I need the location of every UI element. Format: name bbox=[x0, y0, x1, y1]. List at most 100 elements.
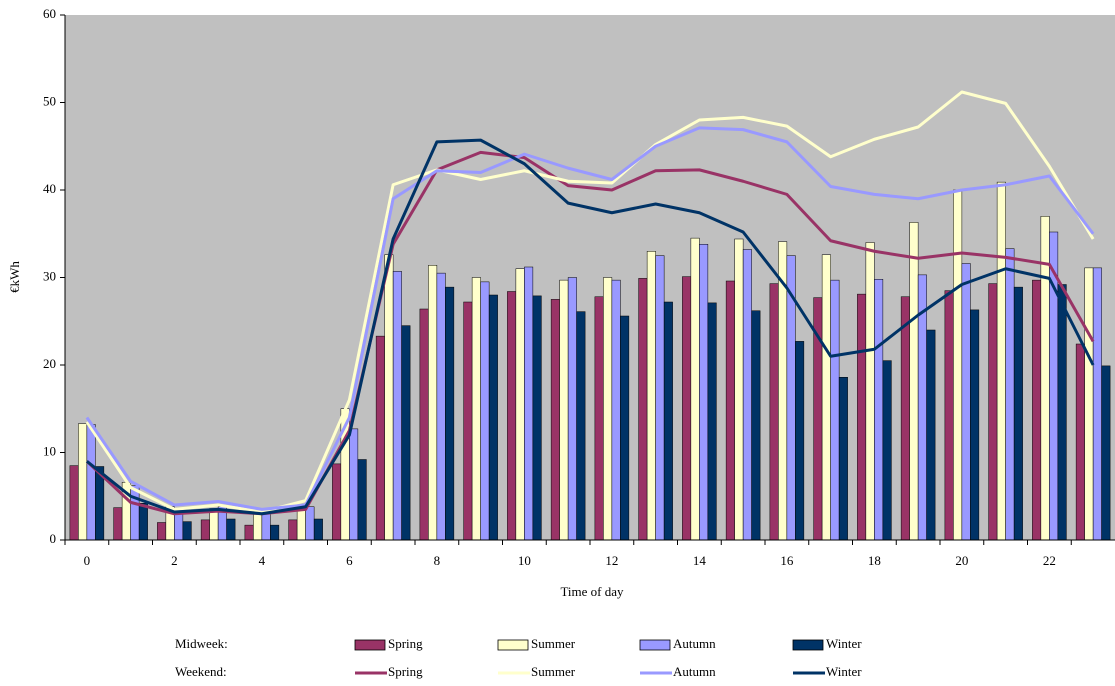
y-tick-label: 50 bbox=[43, 93, 56, 108]
bar bbox=[690, 237, 700, 541]
bar bbox=[445, 286, 455, 541]
bar bbox=[699, 244, 709, 541]
bar bbox=[751, 310, 761, 541]
bar bbox=[78, 423, 88, 541]
bar bbox=[821, 254, 831, 541]
legend-label: Summer bbox=[531, 664, 576, 679]
bar bbox=[69, 465, 79, 541]
bar bbox=[524, 266, 534, 541]
bar bbox=[157, 522, 167, 541]
bar bbox=[270, 524, 280, 541]
bar bbox=[944, 290, 954, 541]
x-tick-label: 10 bbox=[518, 553, 531, 568]
line bbox=[85, 126, 1095, 511]
bar bbox=[1101, 365, 1111, 541]
bar bbox=[244, 524, 254, 541]
bar bbox=[638, 278, 648, 541]
legend-label: Autumn bbox=[673, 636, 716, 651]
bar bbox=[655, 255, 665, 541]
bar bbox=[1057, 284, 1067, 541]
bar bbox=[970, 309, 980, 541]
legend-label: Winter bbox=[826, 664, 862, 679]
x-tick-label: 8 bbox=[434, 553, 441, 568]
legend-group-label: Midweek: bbox=[175, 636, 228, 651]
bar bbox=[357, 459, 367, 541]
y-tick-label: 60 bbox=[43, 6, 56, 21]
bar bbox=[926, 329, 936, 541]
x-tick-label: 0 bbox=[84, 553, 91, 568]
bar bbox=[909, 222, 919, 541]
bar bbox=[1084, 267, 1094, 541]
bar bbox=[261, 512, 271, 541]
bar bbox=[200, 519, 210, 541]
bar bbox=[769, 283, 779, 541]
bar bbox=[113, 507, 123, 541]
bar bbox=[663, 301, 673, 541]
bar bbox=[130, 485, 140, 541]
bar bbox=[559, 279, 569, 541]
bar bbox=[332, 463, 342, 541]
bar bbox=[857, 293, 867, 541]
bar bbox=[1013, 286, 1023, 541]
bar bbox=[1032, 279, 1042, 541]
bar bbox=[707, 302, 717, 541]
bar bbox=[401, 325, 411, 541]
x-tick-label: 20 bbox=[955, 553, 968, 568]
bar bbox=[682, 276, 692, 541]
legend-label: Spring bbox=[388, 664, 423, 679]
bar bbox=[550, 299, 560, 541]
bar bbox=[375, 335, 385, 541]
line bbox=[85, 138, 1095, 516]
bar bbox=[226, 518, 236, 541]
legend-swatch bbox=[497, 639, 529, 651]
bar bbox=[288, 519, 298, 541]
x-tick-label: 14 bbox=[693, 553, 707, 568]
bar bbox=[209, 508, 219, 541]
line bbox=[85, 90, 1095, 514]
legend-swatch bbox=[354, 639, 386, 651]
y-tick-label: 10 bbox=[43, 443, 56, 458]
bar bbox=[838, 377, 848, 541]
bar bbox=[988, 283, 998, 541]
bar bbox=[384, 254, 394, 541]
bar bbox=[996, 181, 1006, 541]
y-tick-label: 30 bbox=[43, 268, 56, 283]
bar bbox=[567, 277, 577, 541]
bar bbox=[507, 291, 517, 541]
bar bbox=[725, 280, 735, 541]
bar bbox=[253, 511, 263, 541]
bar bbox=[830, 279, 840, 541]
legend-swatch bbox=[792, 639, 824, 651]
bar bbox=[532, 295, 542, 541]
bar bbox=[305, 506, 315, 541]
bar bbox=[419, 308, 429, 541]
bar bbox=[480, 281, 490, 541]
legend-label: Spring bbox=[388, 636, 423, 651]
bar bbox=[576, 311, 586, 541]
legend-label: Summer bbox=[531, 636, 576, 651]
x-tick-label: 4 bbox=[259, 553, 266, 568]
x-tick-label: 12 bbox=[605, 553, 618, 568]
bar bbox=[882, 360, 892, 541]
legend-label: Autumn bbox=[673, 664, 716, 679]
bar bbox=[313, 518, 323, 541]
bar bbox=[795, 341, 805, 541]
bar bbox=[603, 277, 613, 541]
bar bbox=[900, 296, 910, 541]
bar bbox=[953, 189, 963, 541]
y-tick-label: 0 bbox=[50, 531, 57, 546]
bar bbox=[463, 301, 473, 541]
bar bbox=[1075, 343, 1085, 541]
bar bbox=[1005, 248, 1015, 541]
bar bbox=[349, 428, 359, 541]
bar bbox=[86, 424, 96, 541]
legend-label: Winter bbox=[826, 636, 862, 651]
legend-swatch bbox=[639, 639, 671, 651]
bar bbox=[646, 251, 656, 541]
bar bbox=[742, 249, 752, 541]
bar bbox=[865, 242, 875, 541]
plot-area bbox=[65, 15, 1115, 540]
x-tick-label: 6 bbox=[346, 553, 353, 568]
x-tick-label: 22 bbox=[1043, 553, 1056, 568]
